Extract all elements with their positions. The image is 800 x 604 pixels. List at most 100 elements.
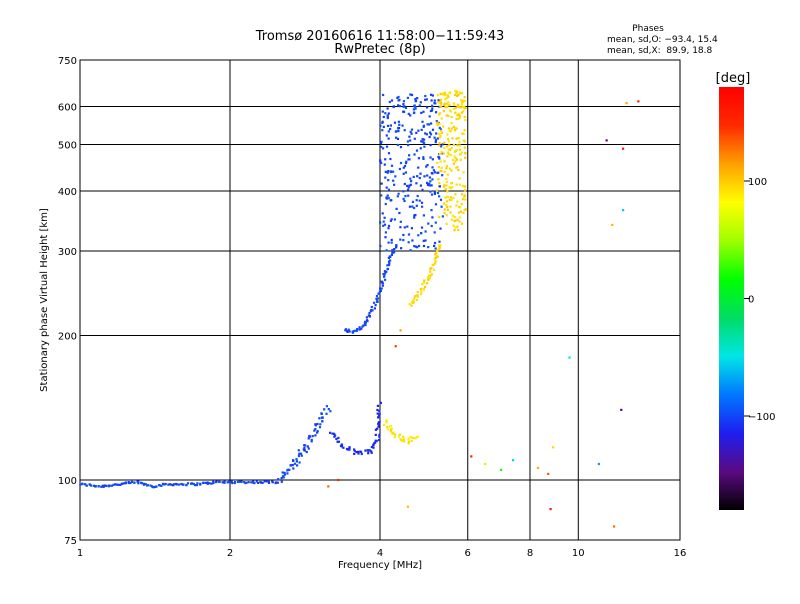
trace-point bbox=[412, 300, 415, 303]
trace-point bbox=[333, 435, 336, 438]
cluster-point bbox=[390, 218, 393, 221]
cluster-point bbox=[464, 119, 467, 122]
trace-point bbox=[199, 483, 202, 486]
trace-point bbox=[434, 262, 437, 265]
cluster-point bbox=[416, 246, 419, 249]
trace-point bbox=[416, 435, 419, 438]
cluster-point bbox=[397, 99, 400, 102]
trace-point bbox=[297, 449, 300, 452]
cluster-point bbox=[380, 182, 383, 185]
trace-point bbox=[376, 412, 379, 415]
cluster-point bbox=[389, 157, 392, 161]
trace-point bbox=[432, 268, 435, 271]
trace-point bbox=[376, 297, 380, 300]
cluster-point bbox=[434, 221, 437, 224]
cluster-point bbox=[381, 212, 384, 215]
cluster-point bbox=[382, 220, 385, 223]
cluster-point bbox=[442, 152, 445, 155]
trace-point bbox=[434, 253, 437, 256]
cluster-point bbox=[438, 136, 441, 139]
chart-title: Tromsø 20160616 11:58:00−11:59:43 bbox=[255, 29, 505, 44]
trace-point bbox=[352, 330, 355, 333]
trace-point bbox=[375, 295, 379, 298]
cluster-point bbox=[384, 231, 387, 234]
trace-point bbox=[320, 412, 323, 415]
trace-point bbox=[348, 448, 351, 451]
cluster-point bbox=[409, 139, 412, 142]
cluster-point bbox=[408, 184, 411, 187]
cluster-point bbox=[393, 183, 396, 186]
cluster-point bbox=[396, 137, 400, 140]
trace-point bbox=[318, 426, 322, 429]
cluster-point bbox=[421, 205, 424, 208]
trace-point bbox=[388, 263, 391, 267]
cluster-point bbox=[417, 234, 420, 237]
cluster-point bbox=[410, 93, 414, 97]
trace-point bbox=[368, 449, 371, 452]
trace-point bbox=[81, 482, 84, 485]
cluster-point bbox=[414, 245, 417, 248]
cluster-point bbox=[445, 114, 448, 117]
trace-point bbox=[267, 481, 271, 484]
cluster-point bbox=[438, 182, 441, 185]
trace-point bbox=[389, 255, 392, 258]
cluster-point bbox=[446, 94, 449, 97]
y-tick-label: 600 bbox=[58, 103, 77, 114]
cluster-point bbox=[402, 103, 405, 106]
cluster-point bbox=[431, 216, 434, 219]
cluster-point bbox=[408, 205, 411, 208]
cluster-point bbox=[417, 166, 420, 169]
cluster-point bbox=[387, 197, 390, 200]
trace-point bbox=[434, 260, 437, 263]
trace-point bbox=[423, 281, 426, 284]
cluster-point bbox=[410, 128, 414, 131]
cluster-point bbox=[429, 133, 433, 136]
trace-point bbox=[323, 408, 326, 411]
trace-point bbox=[180, 482, 183, 486]
cluster-point bbox=[461, 184, 464, 188]
cluster-point bbox=[453, 155, 456, 158]
trace-point bbox=[206, 481, 209, 484]
trace-point bbox=[379, 287, 382, 290]
cluster-point bbox=[428, 182, 431, 185]
scatter-point bbox=[484, 462, 487, 466]
trace-point bbox=[321, 420, 324, 423]
trace-point bbox=[114, 483, 117, 486]
cluster-point bbox=[424, 98, 427, 101]
trace-point bbox=[259, 481, 263, 484]
cluster-point bbox=[463, 146, 466, 149]
trace-point bbox=[336, 440, 339, 443]
trace-point bbox=[385, 421, 388, 424]
cluster-point bbox=[446, 151, 449, 154]
cluster-point bbox=[440, 170, 443, 173]
cluster-point bbox=[384, 236, 387, 239]
cluster-point bbox=[439, 92, 442, 95]
stats-heading: Phases bbox=[632, 24, 664, 34]
cluster-point bbox=[458, 148, 461, 151]
cluster-point bbox=[439, 98, 442, 101]
trace-point bbox=[337, 436, 340, 439]
cluster-point bbox=[443, 208, 446, 211]
cluster-point bbox=[387, 130, 390, 133]
trace-point bbox=[367, 314, 370, 317]
trace-point bbox=[368, 312, 371, 315]
cluster-point bbox=[434, 102, 437, 105]
cluster-point bbox=[424, 94, 427, 98]
cluster-point bbox=[438, 156, 441, 159]
trace-point bbox=[370, 450, 373, 453]
cluster-point bbox=[455, 183, 458, 186]
cluster-point bbox=[409, 183, 412, 186]
trace-point bbox=[286, 472, 289, 475]
cluster-point bbox=[421, 140, 424, 143]
trace-point bbox=[374, 439, 377, 442]
trace-point bbox=[426, 282, 429, 285]
cluster-point bbox=[387, 224, 391, 227]
cluster-point bbox=[422, 244, 426, 248]
trace-point bbox=[316, 431, 319, 434]
cluster-point bbox=[393, 218, 396, 221]
cluster-point bbox=[384, 202, 387, 206]
trace-point bbox=[357, 452, 360, 455]
y-axis-label: Stationary phase Virtual Height [km] bbox=[39, 208, 50, 392]
trace-point bbox=[358, 326, 361, 329]
trace-point bbox=[407, 437, 410, 440]
